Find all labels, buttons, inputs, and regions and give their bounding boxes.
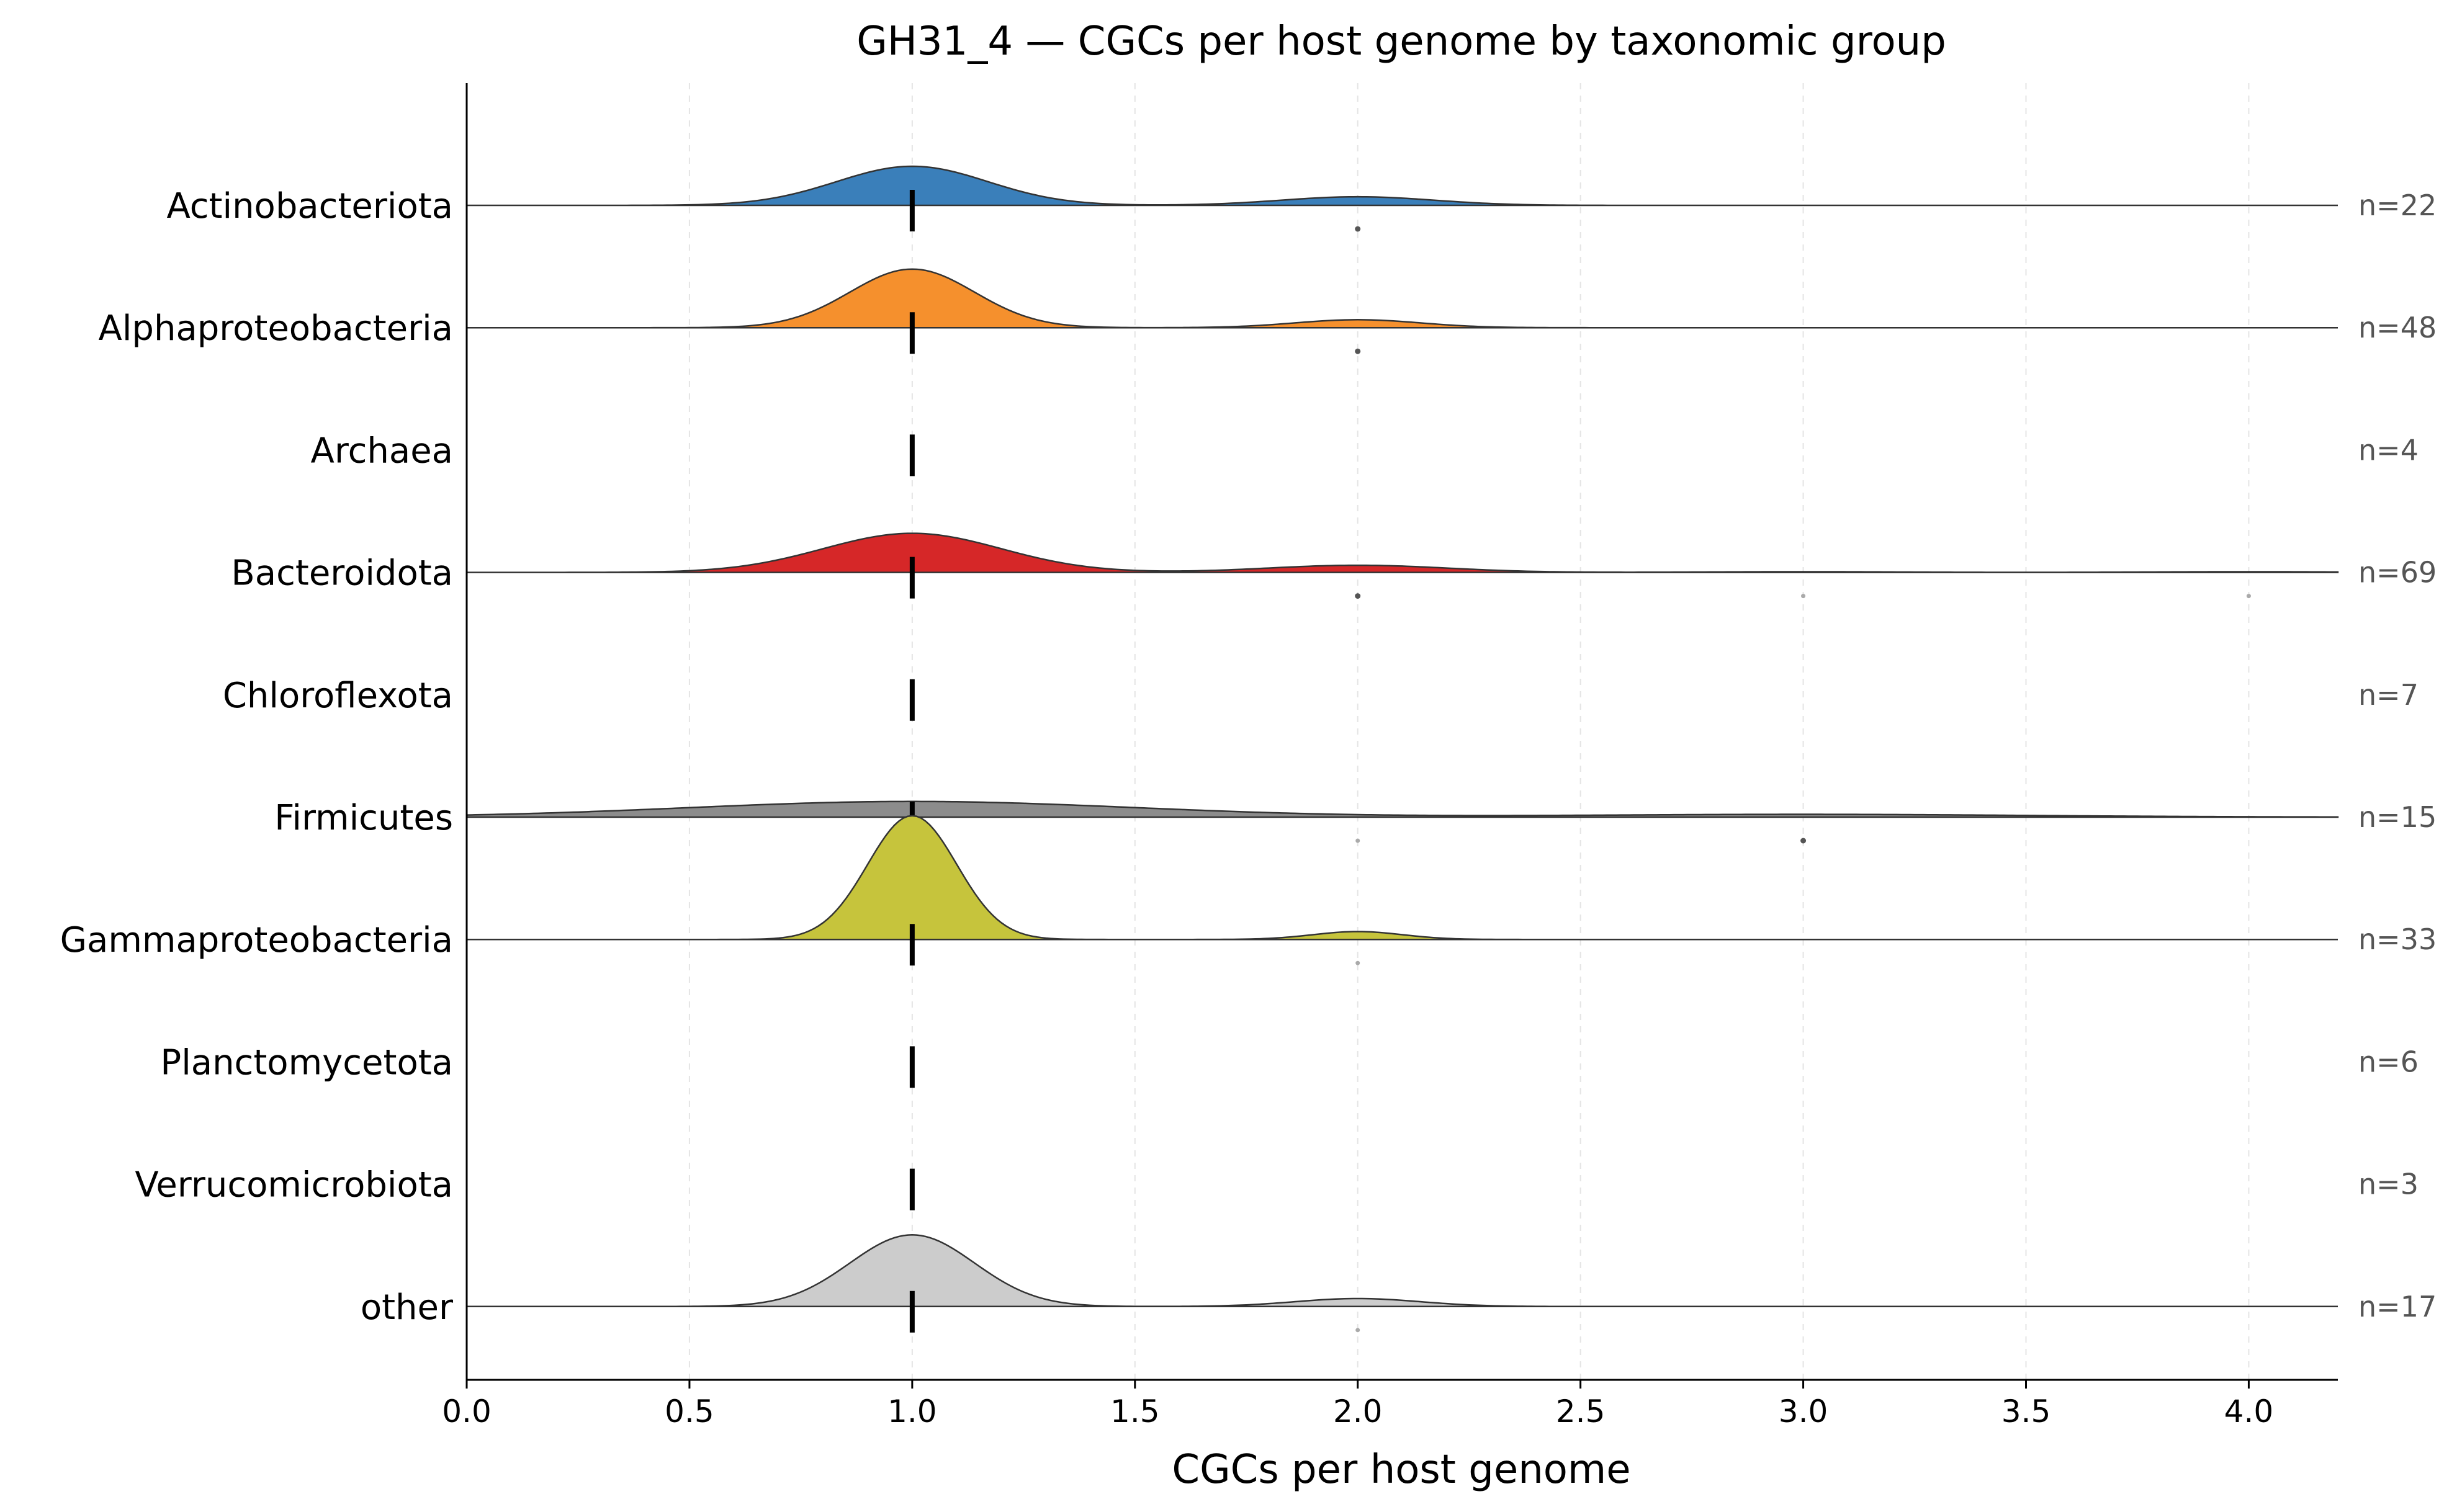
outlier-point [1355, 838, 1360, 843]
ridge-row: Archaea n=4 [311, 431, 2419, 476]
sample-count-label: n=22 [2358, 189, 2437, 222]
ridge-row: Actinobacteriota n=22 [166, 165, 2437, 232]
ridge-row: Verrucomicrobiota n=3 [135, 1165, 2419, 1210]
ridges: Actinobacteriota n=22 Alphaproteobacteria n… [60, 165, 2437, 1333]
density-ridge [467, 268, 2338, 329]
sample-count-label: n=6 [2358, 1045, 2419, 1078]
sample-count-label: n=15 [2358, 800, 2437, 834]
y-tick-label: Gammaproteobacteria [60, 920, 453, 960]
x-axis-label: CGCs per host genome [1172, 1447, 1630, 1493]
ridge-row: Chloroflexota n=7 [223, 676, 2419, 721]
x-tick-label: 2.0 [1333, 1393, 1383, 1429]
ridge-row: Planctomycetota n=6 [160, 1042, 2419, 1088]
ridge-row: Bacteroidota n=69 [231, 532, 2437, 599]
density-ridge [467, 815, 2338, 941]
x-tick-label: 4.0 [2224, 1393, 2274, 1429]
sample-count-label: n=69 [2358, 556, 2437, 589]
x-tick-label: 1.5 [1110, 1393, 1160, 1429]
x-tick-label: 1.0 [887, 1393, 937, 1429]
density-ridge [465, 800, 2339, 818]
x-tick-label: 3.0 [1779, 1393, 1828, 1429]
ridge-row: Gammaproteobacteria n=33 [60, 815, 2437, 966]
y-tick-label: Actinobacteriota [166, 186, 453, 226]
sample-count-label: n=3 [2358, 1168, 2419, 1201]
outlier-point [1355, 348, 1361, 354]
sample-count-label: n=17 [2358, 1290, 2437, 1323]
y-tick-label: Alphaproteobacteria [99, 308, 453, 349]
y-tick-label: other [361, 1287, 454, 1328]
y-tick-label: Bacteroidota [231, 553, 453, 594]
sample-count-label: n=7 [2358, 678, 2419, 712]
x-tick-label: 3.5 [2001, 1393, 2051, 1429]
x-tick-label: 2.5 [1556, 1393, 1606, 1429]
sample-count-label: n=33 [2358, 923, 2437, 956]
y-tick-label: Verrucomicrobiota [135, 1165, 453, 1206]
density-ridge [467, 532, 2339, 573]
y-tick-label: Firmicutes [274, 798, 453, 838]
outlier-point [1355, 1328, 1360, 1333]
outlier-point [1355, 960, 1360, 965]
outlier-point [1800, 838, 1807, 844]
sample-count-label: n=48 [2358, 311, 2437, 344]
density-ridge [467, 1234, 2338, 1308]
chart-title: GH31_4 — CGCs per host genome by taxonom… [856, 19, 1946, 65]
y-tick-label: Planctomycetota [160, 1042, 453, 1083]
x-ticks: 0.0 0.5 1.0 1.5 2.0 2.5 3.0 3.5 4.0 [442, 1380, 2273, 1429]
y-tick-label: Chloroflexota [223, 676, 453, 716]
x-tick-label: 0.5 [665, 1393, 714, 1429]
sample-count-label: n=4 [2358, 433, 2419, 467]
outlier-point [1801, 594, 1806, 599]
density-ridge [467, 165, 2338, 207]
ridge-row: Firmicutes n=15 [274, 798, 2437, 844]
x-tick-label: 0.0 [442, 1393, 492, 1429]
ridge-row: other n=17 [361, 1234, 2437, 1333]
outlier-point [2246, 594, 2251, 599]
outlier-point [1355, 593, 1361, 599]
outlier-point [1355, 226, 1361, 232]
axes [465, 83, 2338, 1381]
ridge-row: Alphaproteobacteria n=48 [99, 268, 2437, 354]
y-tick-label: Archaea [311, 431, 453, 471]
